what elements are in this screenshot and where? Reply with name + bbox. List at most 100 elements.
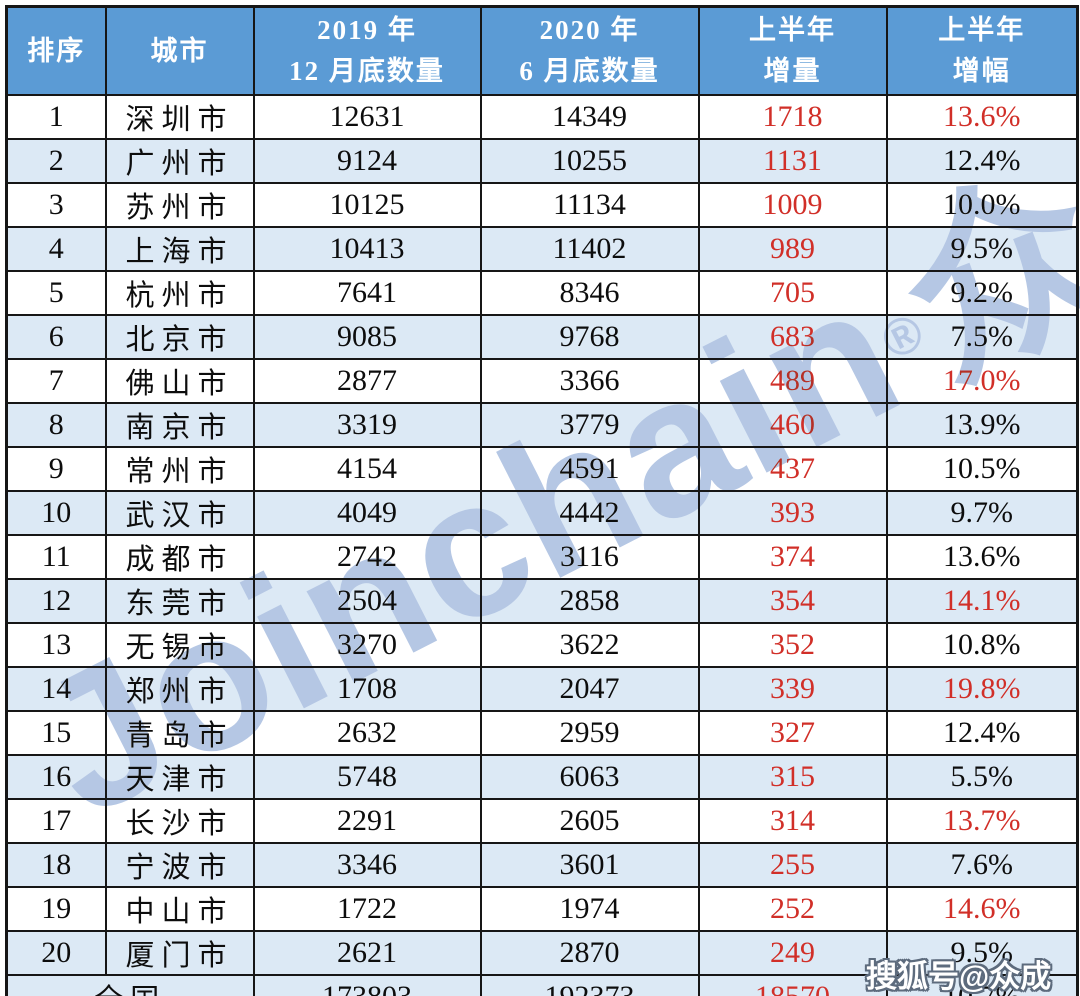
header-row: 排序 城市 2019 年 12 月底数量 2020 年 6 月底数量 上半年 增… bbox=[5, 5, 1079, 96]
cell-increment: 352 bbox=[697, 621, 888, 668]
cell-growth: 14.1% bbox=[885, 577, 1079, 624]
table-row: 3 苏州市 10125 11134 1009 10.0% bbox=[5, 181, 1079, 228]
cell-growth: 12.4% bbox=[885, 709, 1079, 756]
cell-dec2019: 10125 bbox=[252, 181, 482, 228]
cell-growth: 13.9% bbox=[885, 401, 1079, 448]
cell-dec2019: 3319 bbox=[252, 401, 482, 448]
cell-dec2019: 2291 bbox=[252, 797, 482, 844]
cell-city: 厦门市 bbox=[104, 929, 255, 976]
footer-increment-cell: 18570 bbox=[697, 973, 888, 996]
cell-rank: 7 bbox=[5, 357, 107, 404]
cell-growth: 9.5% bbox=[885, 225, 1079, 272]
cell-city: 苏州市 bbox=[104, 181, 255, 228]
cell-city: 北京市 bbox=[104, 313, 255, 360]
col-header-jun2020-line2: 6 月底数量 bbox=[519, 55, 660, 86]
cell-dec2019: 2504 bbox=[252, 577, 482, 624]
cell-jun2020: 4591 bbox=[479, 445, 700, 492]
cell-dec2019: 3346 bbox=[252, 841, 482, 888]
cell-jun2020: 10255 bbox=[479, 137, 700, 184]
table-row: 2 广州市 9124 10255 1131 12.4% bbox=[5, 137, 1079, 184]
cell-jun2020: 8346 bbox=[479, 269, 700, 316]
footer-row-national-total: 全国 173803 192373 18570 10.7% bbox=[5, 973, 1079, 996]
table-row: 15 青岛市 2632 2959 327 12.4% bbox=[5, 709, 1079, 756]
cell-rank: 9 bbox=[5, 445, 107, 492]
cell-rank: 10 bbox=[5, 489, 107, 536]
table-row: 10 武汉市 4049 4442 393 9.7% bbox=[5, 489, 1079, 536]
cell-dec2019: 2877 bbox=[252, 357, 482, 404]
cell-increment: 705 bbox=[697, 269, 888, 316]
cell-rank: 1 bbox=[5, 93, 107, 140]
footer-jun2020-cell: 192373 bbox=[479, 973, 700, 996]
cell-city: 成都市 bbox=[104, 533, 255, 580]
cell-jun2020: 3622 bbox=[479, 621, 700, 668]
cell-jun2020: 3116 bbox=[479, 533, 700, 580]
cell-city: 南京市 bbox=[104, 401, 255, 448]
cell-city: 东莞市 bbox=[104, 577, 255, 624]
cell-jun2020: 9768 bbox=[479, 313, 700, 360]
col-header-rank-label: 排序 bbox=[27, 35, 86, 66]
cell-increment: 249 bbox=[697, 929, 888, 976]
cell-jun2020: 11402 bbox=[479, 225, 700, 272]
cell-dec2019: 2742 bbox=[252, 533, 482, 580]
cell-city: 常州市 bbox=[104, 445, 255, 492]
cell-dec2019: 12631 bbox=[252, 93, 482, 140]
cell-jun2020: 1974 bbox=[479, 885, 700, 932]
table-row: 14 郑州市 1708 2047 339 19.8% bbox=[5, 665, 1079, 712]
table-row: 13 无锡市 3270 3622 352 10.8% bbox=[5, 621, 1079, 668]
table-row: 18 宁波市 3346 3601 255 7.6% bbox=[5, 841, 1079, 888]
cell-city: 深圳市 bbox=[104, 93, 255, 140]
cell-growth: 9.2% bbox=[885, 269, 1079, 316]
table-row: 11 成都市 2742 3116 374 13.6% bbox=[5, 533, 1079, 580]
cell-city: 天津市 bbox=[104, 753, 255, 800]
cell-jun2020: 2605 bbox=[479, 797, 700, 844]
col-header-increment-line2: 增量 bbox=[763, 55, 822, 86]
cell-rank: 19 bbox=[5, 885, 107, 932]
cell-jun2020: 11134 bbox=[479, 181, 700, 228]
cell-rank: 4 bbox=[5, 225, 107, 272]
cell-growth: 9.7% bbox=[885, 489, 1079, 536]
cell-increment: 460 bbox=[697, 401, 888, 448]
table-row: 12 东莞市 2504 2858 354 14.1% bbox=[5, 577, 1079, 624]
col-header-increment: 上半年 增量 bbox=[697, 5, 888, 96]
cell-dec2019: 2621 bbox=[252, 929, 482, 976]
cell-growth: 10.5% bbox=[885, 445, 1079, 492]
table-row: 5 杭州市 7641 8346 705 9.2% bbox=[5, 269, 1079, 316]
cell-city: 佛山市 bbox=[104, 357, 255, 404]
cell-growth: 5.5% bbox=[885, 753, 1079, 800]
cell-rank: 8 bbox=[5, 401, 107, 448]
cell-increment: 989 bbox=[697, 225, 888, 272]
cell-jun2020: 3366 bbox=[479, 357, 700, 404]
cell-city: 广州市 bbox=[104, 137, 255, 184]
cell-jun2020: 14349 bbox=[479, 93, 700, 140]
cell-increment: 252 bbox=[697, 885, 888, 932]
cell-jun2020: 2870 bbox=[479, 929, 700, 976]
cell-growth: 14.6% bbox=[885, 885, 1079, 932]
cell-rank: 13 bbox=[5, 621, 107, 668]
col-header-increment-line1: 上半年 bbox=[749, 15, 836, 46]
cell-jun2020: 3779 bbox=[479, 401, 700, 448]
table-row: 6 北京市 9085 9768 683 7.5% bbox=[5, 313, 1079, 360]
cell-city: 无锡市 bbox=[104, 621, 255, 668]
cell-increment: 339 bbox=[697, 665, 888, 712]
cell-city: 青岛市 bbox=[104, 709, 255, 756]
cell-dec2019: 9085 bbox=[252, 313, 482, 360]
table-row: 1 深圳市 12631 14349 1718 13.6% bbox=[5, 93, 1079, 140]
cell-jun2020: 2858 bbox=[479, 577, 700, 624]
col-header-city: 城市 bbox=[104, 5, 255, 96]
cell-city: 宁波市 bbox=[104, 841, 255, 888]
cell-rank: 14 bbox=[5, 665, 107, 712]
col-header-rank: 排序 bbox=[5, 5, 107, 96]
cell-jun2020: 2047 bbox=[479, 665, 700, 712]
cell-dec2019: 1708 bbox=[252, 665, 482, 712]
cell-increment: 393 bbox=[697, 489, 888, 536]
footer-dec2019-cell: 173803 bbox=[252, 973, 482, 996]
footer-growth-cell: 10.7% bbox=[885, 973, 1079, 996]
cell-growth: 13.6% bbox=[885, 533, 1079, 580]
cell-dec2019: 10413 bbox=[252, 225, 482, 272]
cell-increment: 374 bbox=[697, 533, 888, 580]
table-row: 7 佛山市 2877 3366 489 17.0% bbox=[5, 357, 1079, 404]
cell-growth: 17.0% bbox=[885, 357, 1079, 404]
cell-rank: 12 bbox=[5, 577, 107, 624]
cell-growth: 12.4% bbox=[885, 137, 1079, 184]
